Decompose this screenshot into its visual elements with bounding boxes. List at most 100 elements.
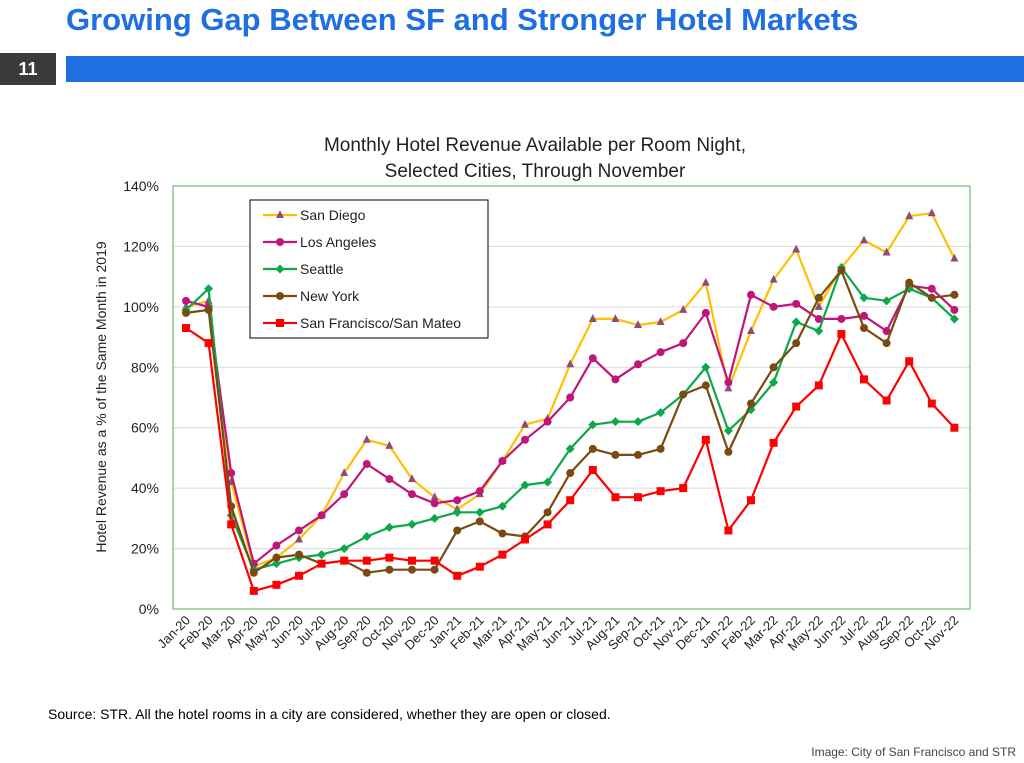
y-tick-label: 80% <box>131 359 159 375</box>
data-point <box>276 210 284 218</box>
data-point <box>588 354 597 363</box>
legend-item: New York <box>263 288 360 304</box>
data-point <box>656 408 666 418</box>
data-point <box>634 493 642 502</box>
data-point <box>475 487 484 496</box>
data-point <box>837 314 846 323</box>
chart-title-line-2: Selected Cities, Through November <box>385 161 686 182</box>
data-point <box>385 553 394 562</box>
data-point <box>566 359 575 368</box>
y-tick-label: 0% <box>139 601 159 617</box>
data-point <box>566 393 575 402</box>
data-point <box>543 417 552 426</box>
data-point <box>701 435 710 444</box>
data-point <box>385 565 394 574</box>
data-point <box>408 474 416 483</box>
data-point <box>814 302 823 310</box>
data-point <box>927 208 936 217</box>
data-point <box>340 468 349 477</box>
data-point <box>769 438 778 447</box>
legend-item: Seattle <box>263 261 344 277</box>
data-point <box>859 293 869 303</box>
data-point <box>634 450 642 459</box>
data-point <box>882 327 891 336</box>
data-point <box>317 550 327 560</box>
data-point <box>430 492 439 501</box>
data-point <box>543 477 553 487</box>
data-point <box>498 529 507 538</box>
data-point <box>747 496 755 505</box>
data-point <box>950 423 959 432</box>
data-point <box>633 417 643 427</box>
data-point <box>566 496 575 505</box>
data-point <box>656 317 665 325</box>
data-point <box>724 447 733 456</box>
data-point <box>276 292 284 300</box>
image-credit: Image: City of San Francisco and STR <box>811 745 1016 759</box>
data-point <box>905 278 914 287</box>
data-point <box>814 314 823 323</box>
data-point <box>837 330 846 339</box>
data-point <box>769 302 778 311</box>
data-point <box>565 444 575 454</box>
data-point <box>634 320 642 328</box>
data-point <box>408 490 416 499</box>
data-point <box>679 484 688 493</box>
data-point <box>611 493 620 502</box>
plot-area-frame <box>172 185 971 610</box>
data-point <box>453 571 462 580</box>
legend-label: San Diego <box>300 207 366 223</box>
data-point <box>588 420 598 430</box>
data-point <box>679 339 688 348</box>
data-point <box>588 466 597 475</box>
data-point <box>249 568 258 577</box>
data-point <box>475 507 485 517</box>
data-point <box>362 531 372 541</box>
y-tick-label: 20% <box>131 541 159 557</box>
data-point <box>362 556 371 565</box>
data-point <box>792 299 801 308</box>
data-point <box>384 522 394 532</box>
data-point <box>385 475 394 484</box>
chart-title-line-1: Monthly Hotel Revenue Available per Room… <box>324 135 746 156</box>
data-point <box>679 305 688 313</box>
data-point <box>227 469 236 478</box>
data-point <box>295 550 303 559</box>
legend-label: San Francisco/San Mateo <box>300 315 461 331</box>
legend-label: Los Angeles <box>300 234 376 250</box>
data-point <box>882 247 891 256</box>
y-axis-ticks: 0% 20% 40% 60% 80% 100% 120% 140% <box>123 178 159 617</box>
data-point <box>475 517 484 526</box>
y-tick-label: 60% <box>131 420 159 436</box>
data-point <box>295 534 303 543</box>
data-point <box>814 326 824 336</box>
data-point <box>271 559 281 569</box>
x-axis-ticks: Jan-20Feb-20Mar-20Apr-20May-20Jun-20Jul-… <box>154 613 961 654</box>
data-point <box>927 399 936 408</box>
legend: San Diego Los Angeles Seattle New York San F… <box>249 199 489 339</box>
data-point <box>272 553 281 562</box>
data-point <box>295 526 303 535</box>
y-axis-label: Hotel Revenue as a % of the Same Month i… <box>93 241 109 553</box>
data-point <box>276 238 284 246</box>
data-point <box>498 456 507 465</box>
data-point <box>950 253 959 262</box>
data-point <box>226 510 236 520</box>
data-point <box>588 444 597 453</box>
data-point <box>814 381 823 390</box>
data-point <box>792 402 801 411</box>
data-point <box>521 535 529 544</box>
data-point <box>905 357 914 366</box>
legend-item: Los Angeles <box>263 234 376 250</box>
data-point <box>317 511 326 520</box>
data-point <box>792 339 801 348</box>
data-point <box>927 284 936 293</box>
data-point <box>860 235 868 244</box>
data-point <box>949 314 959 324</box>
data-point <box>634 360 642 369</box>
series-san-francisco-san-mateo <box>182 324 959 595</box>
y-tick-label: 100% <box>123 299 159 315</box>
data-point <box>453 526 462 535</box>
data-point <box>837 266 846 275</box>
data-point <box>724 378 733 387</box>
